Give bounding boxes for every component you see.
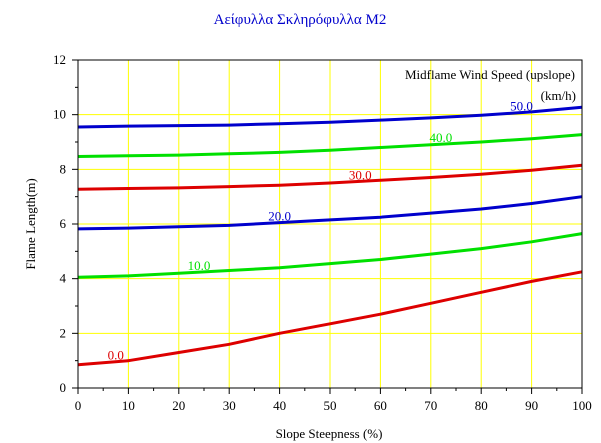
curve-label-30-0: 30.0 <box>349 167 372 182</box>
legend-unit: (km/h) <box>541 88 576 103</box>
x-tick-label: 30 <box>223 398 236 413</box>
curve-label-0-0: 0.0 <box>108 348 124 363</box>
series-line-30-0 <box>77 163 583 191</box>
series-line-10-0 <box>77 232 583 279</box>
series-line-20-0 <box>77 195 583 231</box>
series-line-0-0 <box>77 270 583 367</box>
chart-title: Αείφυλλα Σκληρόφυλλα M2 <box>214 12 387 28</box>
x-tick-label: 100 <box>572 398 592 413</box>
y-tick-label: 4 <box>60 271 67 286</box>
x-tick-label: 10 <box>122 398 135 413</box>
curve-label-40-0: 40.0 <box>430 130 453 145</box>
y-tick-label: 10 <box>53 107 66 122</box>
x-tick-label: 80 <box>475 398 488 413</box>
y-axis-title: Flame Length(m) <box>23 178 38 269</box>
x-tick-label: 20 <box>172 398 185 413</box>
y-tick-label: 12 <box>53 52 66 67</box>
series-line-50-0 <box>77 105 583 129</box>
curve-labels: 0.0 10.0 20.0 30.0 40.0 50.0 <box>108 99 533 363</box>
series-lines <box>77 105 583 367</box>
x-tick-label: 0 <box>75 398 82 413</box>
x-axis-title: Slope Steepness (%) <box>276 426 383 441</box>
x-tick-label: 40 <box>273 398 286 413</box>
curve-label-50-0: 50.0 <box>510 99 533 114</box>
curve-label-10-0: 10.0 <box>188 258 211 273</box>
x-tick-label: 90 <box>525 398 538 413</box>
y-tick-label: 0 <box>60 380 67 395</box>
x-axis: 0 10 20 30 40 50 60 70 80 90 100 <box>75 388 592 413</box>
x-tick-label: 70 <box>424 398 437 413</box>
plot-area: 0.0 10.0 20.0 30.0 40.0 50.0 <box>77 59 583 389</box>
y-tick-label: 8 <box>60 161 67 176</box>
curve-label-20-0: 20.0 <box>268 209 291 224</box>
x-tick-label: 50 <box>324 398 337 413</box>
y-tick-label: 2 <box>60 325 67 340</box>
x-tick-label: 60 <box>374 398 387 413</box>
legend-title: Midflame Wind Speed (upslope) <box>405 67 575 82</box>
series-line-40-0 <box>77 133 583 158</box>
y-tick-label: 6 <box>60 216 67 231</box>
y-axis: 0 2 4 6 8 10 12 <box>53 52 78 395</box>
